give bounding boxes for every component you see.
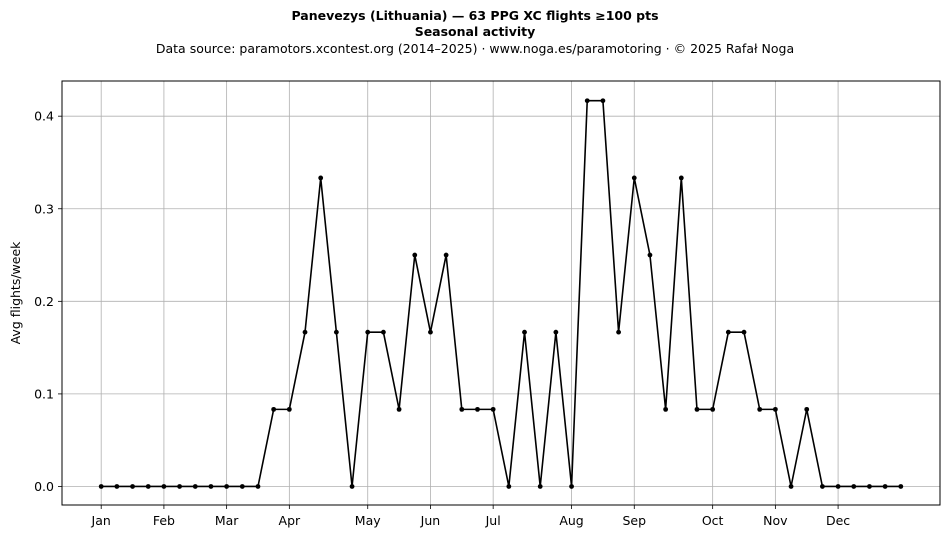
x-tick-label: Nov: [763, 513, 788, 528]
data-point: [208, 484, 214, 489]
chart-source-line: Data source: paramotors.xcontest.org (20…: [155, 41, 795, 56]
data-point: [867, 484, 872, 489]
data-point: [820, 484, 825, 489]
data-point: [286, 406, 292, 412]
data-point: [772, 406, 778, 412]
data-point: [788, 484, 794, 489]
data-point: [678, 175, 684, 181]
data-point: [804, 406, 810, 412]
data-point: [898, 484, 904, 489]
y-tick-label: 0.2: [34, 294, 54, 309]
data-point: [98, 484, 104, 489]
x-tick-label: Jan: [91, 513, 111, 528]
series-layer: [98, 98, 904, 489]
chart-subtitle: Seasonal activity: [414, 24, 536, 39]
data-point: [631, 175, 637, 181]
x-tick-label: Sep: [622, 513, 646, 528]
y-tick-label: 0.1: [34, 386, 54, 401]
y-tick-label: 0.3: [34, 201, 54, 216]
x-tick-label: Jul: [485, 513, 501, 528]
x-tick-label: Aug: [559, 513, 583, 528]
data-point: [600, 98, 606, 104]
data-point: [161, 484, 167, 489]
data-point: [412, 252, 418, 258]
data-point: [333, 329, 339, 335]
data-point: [130, 484, 135, 489]
chart-title: Panevezys (Lithuania) — 63 PPG XC flight…: [291, 8, 659, 23]
data-point: [616, 329, 621, 335]
data-point: [177, 484, 182, 489]
y-axis-label: Avg flights/week: [8, 241, 23, 345]
data-point: [584, 98, 590, 104]
data-point: [663, 406, 669, 412]
chart-title-block: Panevezys (Lithuania) — 63 PPG XC flight…: [0, 8, 950, 58]
x-tick-label: Jun: [420, 513, 441, 528]
data-point: [255, 484, 261, 489]
data-point: [428, 329, 433, 335]
y-tick-label: 0.4: [34, 109, 54, 124]
data-point: [882, 484, 888, 489]
data-point: [506, 484, 512, 489]
data-point: [365, 329, 371, 335]
data-point: [271, 406, 277, 412]
data-point: [443, 252, 449, 258]
data-point: [239, 484, 245, 489]
y-tick-label: 0.0: [34, 479, 54, 494]
data-point: [318, 175, 324, 181]
data-point: [835, 484, 841, 489]
data-point: [522, 329, 527, 335]
data-point: [757, 406, 763, 412]
x-tick-label: Feb: [153, 513, 175, 528]
data-point: [725, 329, 731, 335]
data-point: [851, 484, 857, 489]
data-point: [710, 406, 716, 412]
data-point: [553, 329, 559, 335]
data-point: [114, 484, 120, 489]
grid-layer: [62, 81, 940, 505]
ticks-layer: Jan Feb Mar Apr May Jun Jul Aug Sep Oct Nov Dec 0.0 0…: [34, 109, 850, 528]
data-point: [396, 406, 402, 412]
data-point: [537, 484, 543, 489]
x-tick-label: Dec: [826, 513, 850, 528]
data-point: [741, 329, 747, 335]
data-point: [694, 406, 700, 412]
data-point: [145, 484, 151, 489]
data-point: [459, 406, 465, 412]
data-point: [490, 406, 496, 412]
data-point: [381, 329, 386, 335]
data-point: [224, 484, 230, 489]
series-line: [101, 99, 901, 488]
plot-frame: [61, 80, 941, 506]
data-point: [569, 484, 574, 489]
data-point: [302, 329, 308, 335]
data-point: [475, 406, 480, 412]
x-tick-label: Mar: [215, 513, 239, 528]
data-point: [192, 484, 198, 489]
x-tick-label: Oct: [702, 513, 724, 528]
data-point: [647, 252, 653, 258]
x-tick-label: May: [355, 513, 381, 528]
data-point: [349, 484, 355, 489]
x-tick-label: Apr: [279, 513, 301, 528]
